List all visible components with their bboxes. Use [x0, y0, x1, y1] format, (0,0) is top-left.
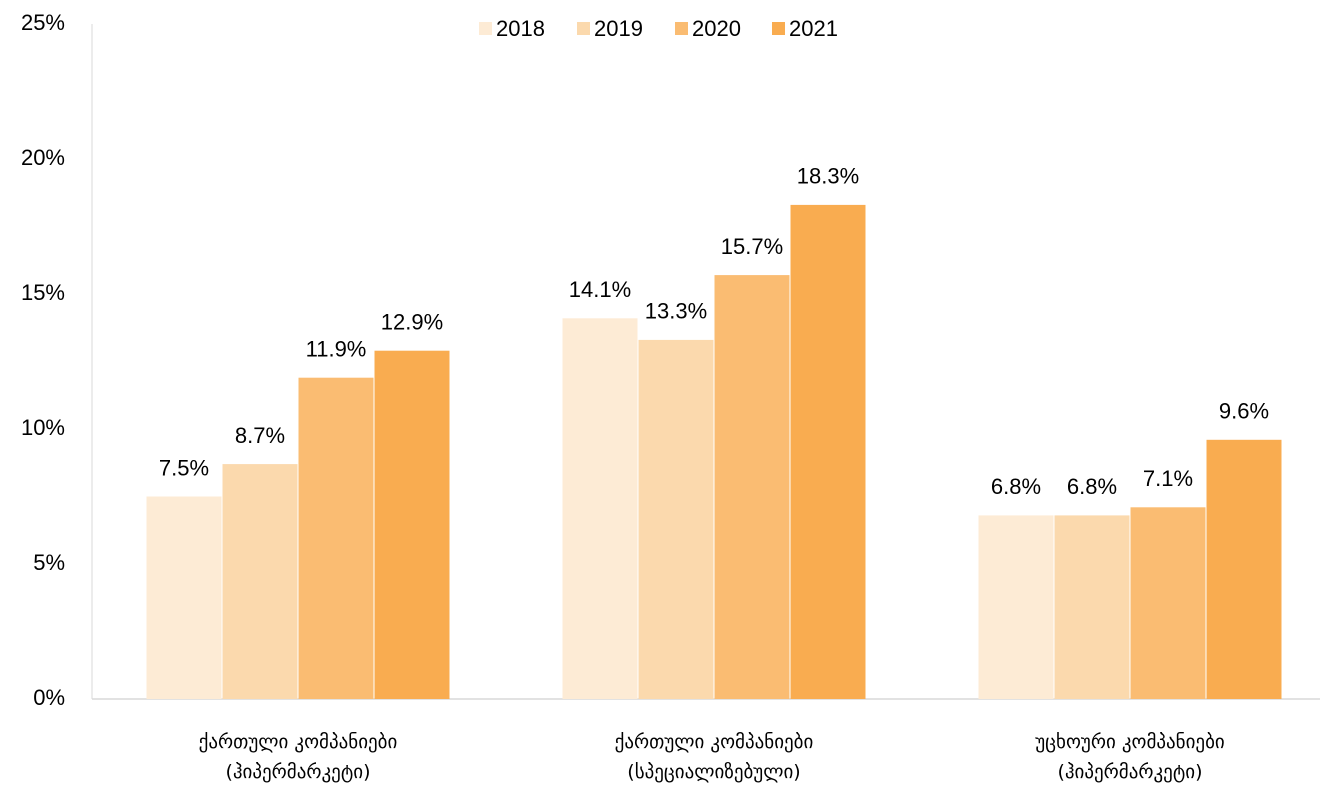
data-label: 15.7% — [721, 234, 783, 259]
data-label: 13.3% — [645, 299, 707, 324]
data-label: 11.9% — [306, 337, 367, 362]
y-tick-label: 0% — [33, 685, 65, 710]
legend-swatch — [577, 22, 590, 35]
bar — [562, 318, 638, 699]
bar — [374, 350, 450, 699]
legend-label: 2021 — [789, 16, 838, 41]
data-label: 7.5% — [159, 455, 209, 480]
y-tick-label: 5% — [33, 550, 65, 575]
x-tick-label: ქართული კომპანიები (სპეციალიზებული) — [614, 731, 814, 783]
legend-label: 2020 — [692, 16, 741, 41]
x-tick-label: ქართული კომპანიები (ჰიპერმარკეტი) — [198, 731, 398, 783]
bar — [714, 275, 790, 699]
bar — [638, 339, 714, 699]
legend-label: 2019 — [594, 16, 643, 41]
y-tick-label: 25% — [21, 10, 65, 35]
bar — [1054, 515, 1130, 699]
x-tick-label: უცხოური კომპანიები (ჰიპერმარკეტი) — [1035, 731, 1225, 783]
bar — [146, 496, 222, 699]
legend-label: 2018 — [496, 16, 545, 41]
bar — [222, 464, 298, 699]
bar — [790, 204, 866, 699]
y-tick-label: 10% — [21, 415, 65, 440]
legend-swatch — [675, 22, 688, 35]
data-label: 18.3% — [797, 164, 859, 189]
bar — [298, 377, 374, 699]
bar — [1206, 439, 1282, 699]
data-label: 6.8% — [1067, 474, 1117, 499]
legend-swatch — [479, 22, 492, 35]
data-label: 12.9% — [381, 310, 443, 335]
bar — [978, 515, 1054, 699]
data-label: 14.1% — [569, 277, 631, 302]
y-tick-label: 20% — [21, 145, 65, 170]
data-label: 8.7% — [235, 423, 285, 448]
legend-swatch — [772, 22, 785, 35]
y-tick-label: 15% — [21, 280, 65, 305]
data-label: 7.1% — [1143, 466, 1193, 491]
data-label: 9.6% — [1219, 399, 1269, 424]
bar — [1130, 507, 1206, 699]
data-label: 6.8% — [991, 474, 1041, 499]
